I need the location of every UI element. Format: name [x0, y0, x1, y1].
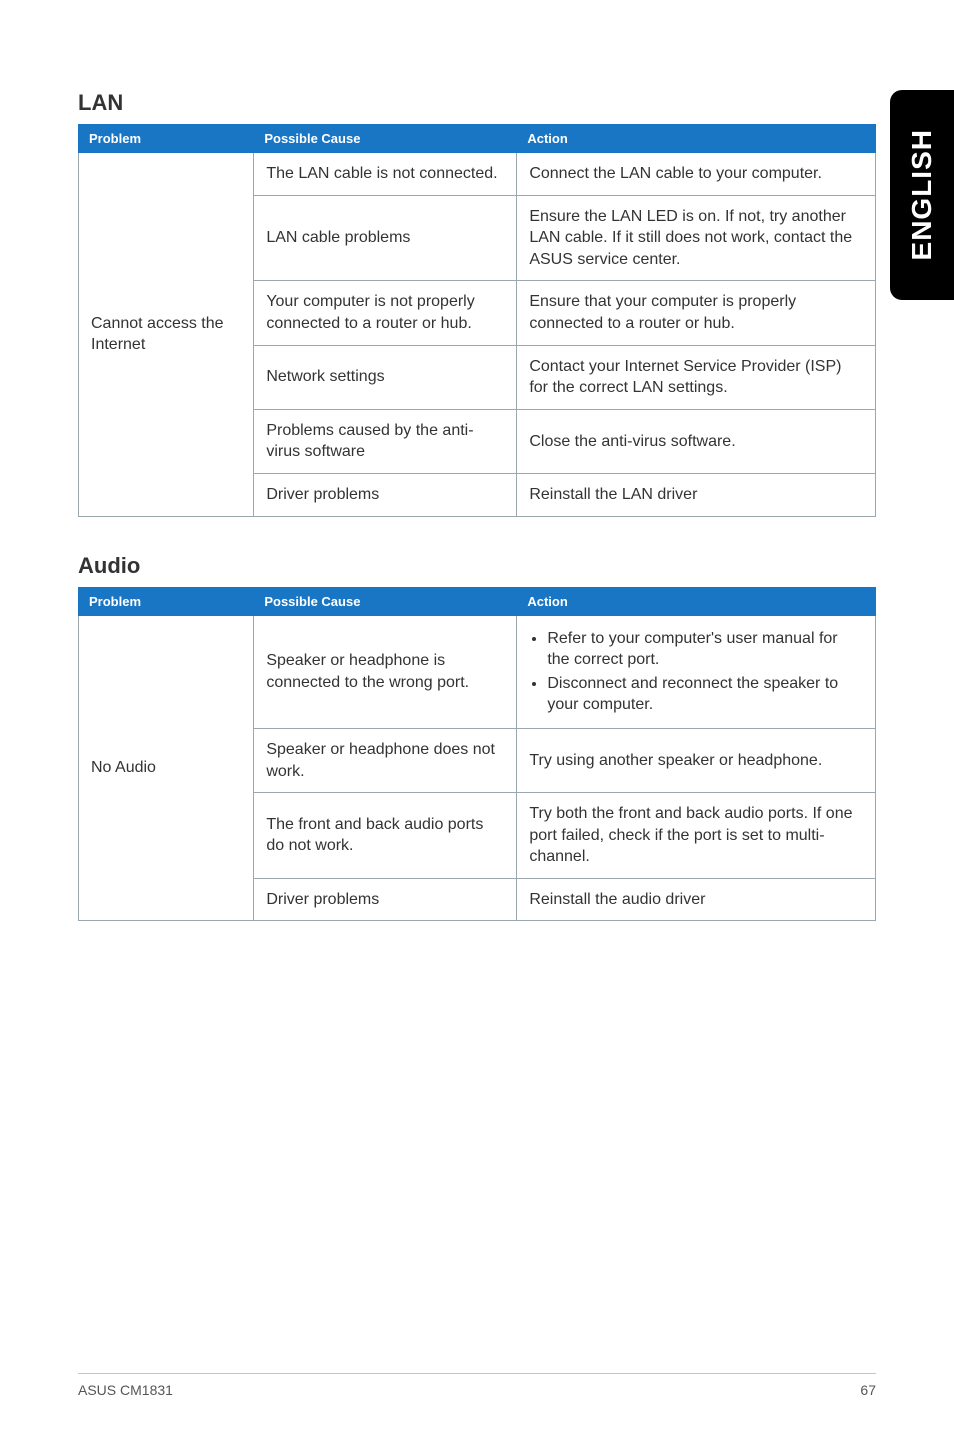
table-header-row: Problem Possible Cause Action	[79, 587, 876, 615]
th-cause: Possible Cause	[254, 587, 517, 615]
cell-action: Try using another speaker or headphone.	[517, 728, 876, 792]
cell-cause: Speaker or headphone does not work.	[254, 728, 517, 792]
cell-cause: Driver problems	[254, 878, 517, 921]
cell-action: Contact your Internet Service Provider (…	[517, 345, 876, 409]
cell-problem: Cannot access the Internet	[79, 153, 254, 517]
cell-cause: Problems caused by the anti-virus softwa…	[254, 409, 517, 473]
audio-table: Problem Possible Cause Action No Audio S…	[78, 587, 876, 922]
cell-cause: The LAN cable is not connected.	[254, 153, 517, 196]
audio-section: Audio Problem Possible Cause Action No A…	[78, 553, 876, 922]
cell-action: Try both the front and back audio ports.…	[517, 793, 876, 879]
cell-action: Reinstall the audio driver	[517, 878, 876, 921]
cell-action: Reinstall the LAN driver	[517, 473, 876, 516]
footer-page-number: 67	[860, 1382, 876, 1398]
table-row: Cannot access the Internet The LAN cable…	[79, 153, 876, 196]
section-title-audio: Audio	[78, 553, 876, 579]
cell-cause: Speaker or headphone is connected to the…	[254, 615, 517, 728]
list-item: Refer to your computer's user manual for…	[547, 628, 863, 671]
th-action: Action	[517, 587, 876, 615]
page-footer: ASUS CM1831 67	[78, 1373, 876, 1398]
language-side-tab: ENGLISH	[890, 90, 954, 300]
table-row: No Audio Speaker or headphone is connect…	[79, 615, 876, 728]
footer-product: ASUS CM1831	[78, 1382, 173, 1398]
section-title-lan: LAN	[78, 90, 876, 116]
cell-cause: The front and back audio ports do not wo…	[254, 793, 517, 879]
side-tab-label: ENGLISH	[906, 129, 938, 260]
cell-cause: Network settings	[254, 345, 517, 409]
cell-problem: No Audio	[79, 615, 254, 921]
cell-action: Ensure the LAN LED is on. If not, try an…	[517, 195, 876, 281]
th-problem: Problem	[79, 587, 254, 615]
lan-section: LAN Problem Possible Cause Action Cannot…	[78, 90, 876, 517]
th-action: Action	[517, 125, 876, 153]
list-item: Disconnect and reconnect the speaker to …	[547, 673, 863, 716]
cell-cause: LAN cable problems	[254, 195, 517, 281]
th-problem: Problem	[79, 125, 254, 153]
cell-action: Refer to your computer's user manual for…	[517, 615, 876, 728]
lan-table: Problem Possible Cause Action Cannot acc…	[78, 124, 876, 517]
page-container: ENGLISH LAN Problem Possible Cause Actio…	[0, 0, 954, 1438]
cell-cause: Driver problems	[254, 473, 517, 516]
table-header-row: Problem Possible Cause Action	[79, 125, 876, 153]
action-list: Refer to your computer's user manual for…	[529, 628, 863, 716]
cell-action: Close the anti-virus software.	[517, 409, 876, 473]
cell-action: Connect the LAN cable to your computer.	[517, 153, 876, 196]
th-cause: Possible Cause	[254, 125, 517, 153]
cell-cause: Your computer is not properly connected …	[254, 281, 517, 345]
cell-action: Ensure that your computer is properly co…	[517, 281, 876, 345]
